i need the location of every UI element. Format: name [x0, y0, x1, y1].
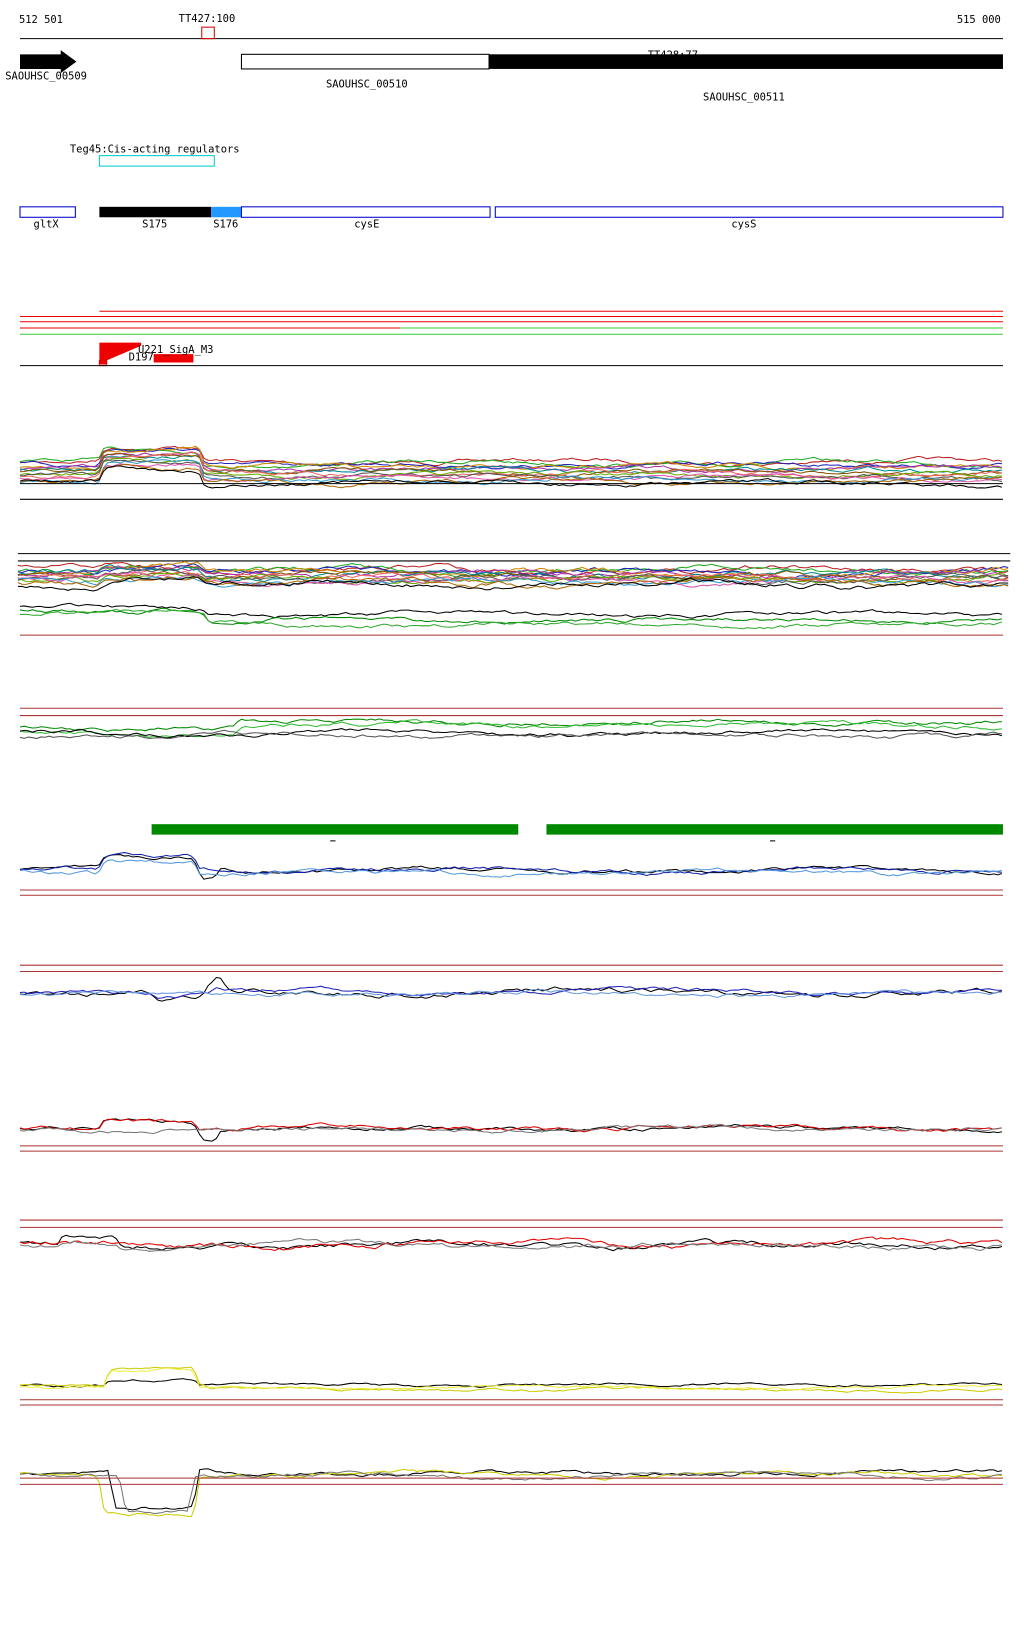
signal-line [19, 719, 1002, 738]
signal-line [19, 729, 1002, 740]
site-mark [99, 342, 142, 365]
signal-line [19, 602, 1003, 619]
feature-label: gltX [34, 219, 60, 231]
feature-label: cysS [731, 219, 756, 231]
signal-line [19, 718, 1002, 732]
ruler-end: 515 000 [957, 14, 1001, 26]
feature [99, 206, 212, 218]
region-bar [151, 824, 519, 835]
signal-line [19, 607, 1003, 625]
signal-line [19, 1366, 1003, 1394]
signal-line [19, 452, 1002, 478]
feature [240, 206, 491, 218]
gene-label: SAOUHSC_00510 [326, 79, 408, 91]
gene-label: SAOUHSC_00509 [5, 70, 87, 82]
signal-line [19, 988, 1002, 999]
signal-line [19, 859, 1003, 878]
terminator-label: TT428:77 [648, 49, 698, 61]
regulator-label: Teg45:Cis-acting regulators [70, 144, 240, 156]
ruler-start: 512 501 [19, 14, 63, 26]
site-label: U221_SigA_M3 [138, 344, 213, 356]
signal-line [19, 1124, 1003, 1135]
feature [494, 206, 1004, 218]
signal-line [19, 852, 1002, 877]
signal-line [19, 976, 1003, 1002]
signal-line [19, 608, 1003, 630]
feature-label: cysE [354, 219, 379, 231]
feature [19, 206, 76, 218]
signal-line [17, 561, 1009, 580]
gene-box [240, 53, 490, 70]
feature-label: S175 [142, 219, 167, 231]
signal-line [19, 463, 1002, 489]
signal-line [19, 1234, 1003, 1252]
ruler-marker: TT427:100 [179, 13, 236, 25]
annotation-tracks: 512 501 515 000 TT427:100 SAOUHSC_00509 … [5, 13, 1004, 842]
site-mark [153, 354, 194, 363]
signal-line [19, 1468, 1002, 1518]
signal-tracks [17, 445, 1011, 1518]
gene-label: SAOUHSC_00511 [703, 91, 785, 103]
signal-line [19, 1378, 1002, 1389]
signal-line [17, 576, 1009, 590]
signal-line [17, 576, 1009, 592]
read-lines [19, 310, 1003, 335]
gene-arrow [20, 50, 77, 74]
site-label: D197 [129, 351, 154, 363]
region-bar [546, 824, 1003, 835]
marker-box [201, 26, 215, 40]
feature-label: S176 [213, 219, 238, 231]
signal-line [19, 1237, 1003, 1252]
regulator-box [98, 155, 215, 167]
signal-line [19, 1470, 1002, 1515]
gene-box [489, 54, 1003, 69]
signal-line [19, 1367, 1002, 1391]
signal-line [19, 445, 1003, 468]
feature [211, 206, 242, 218]
signal-line [19, 446, 1002, 470]
signal-line [17, 571, 1009, 588]
signal-line [19, 459, 1003, 486]
